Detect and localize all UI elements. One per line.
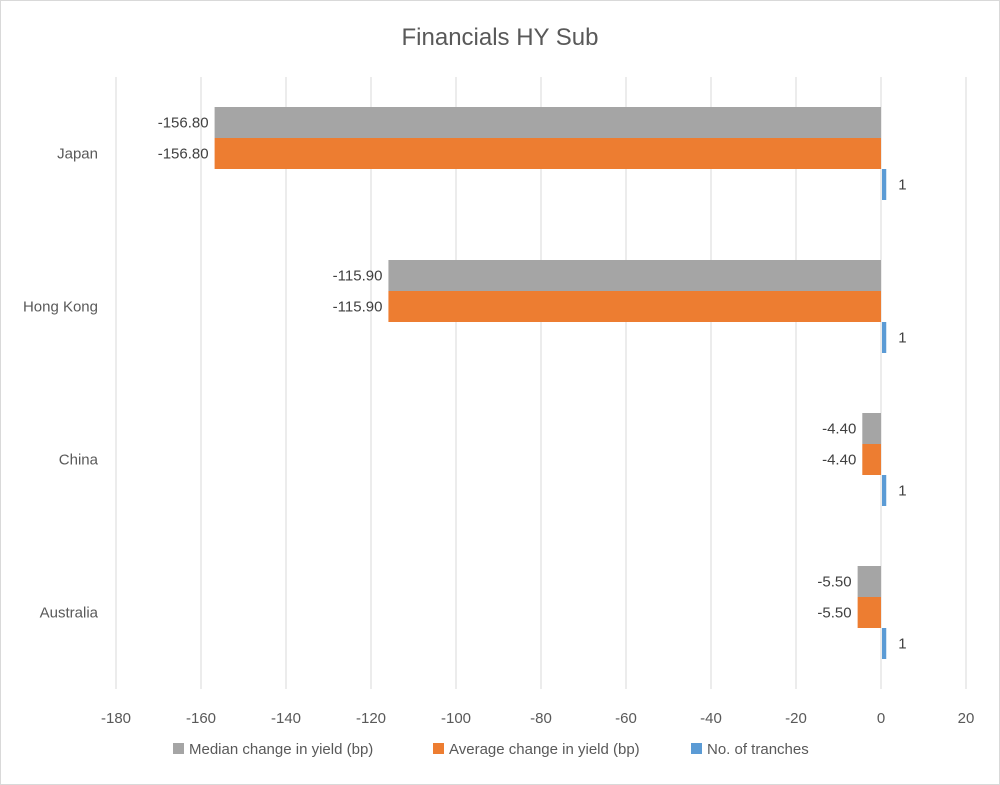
data-label: -5.50 (817, 605, 851, 622)
data-label: -115.90 (333, 299, 383, 316)
bar (214, 107, 882, 138)
data-label: 1 (898, 177, 906, 194)
legend-entry: Average change in yield (bp) (449, 741, 640, 758)
x-tick-label: -20 (785, 710, 807, 727)
bar (882, 475, 887, 506)
data-labels: -156.80 -156.80 1 -115.90 -115.90 1 -4.40 -4.40… (158, 115, 907, 653)
data-label: 1 (898, 330, 906, 347)
data-label: -4.40 (822, 452, 856, 469)
bar (388, 260, 881, 291)
data-label: -5.50 (817, 574, 851, 591)
bar (857, 597, 881, 628)
legend: Median change in yield (bp) Average chang… (173, 741, 809, 758)
x-tick-label: -100 (441, 710, 471, 727)
x-tick-label: -180 (101, 710, 131, 727)
legend-swatch (173, 743, 184, 754)
legend-entry: Median change in yield (bp) (189, 741, 373, 758)
legend-swatch (691, 743, 702, 754)
x-tick-label: -80 (530, 710, 552, 727)
chart-title: Financials HY Sub (402, 24, 599, 51)
category-labels: Japan Hong Kong China Australia (23, 146, 99, 622)
x-tick-label: -140 (271, 710, 301, 727)
category-label: China (59, 452, 99, 469)
bar (862, 444, 881, 475)
x-axis-ticks: -180 -160 -140 -120 -100 -80 -60 -40 -20 0 20 (101, 710, 974, 727)
bar (882, 322, 887, 353)
x-tick-label: 20 (958, 710, 975, 727)
data-label: -156.80 (158, 146, 209, 163)
x-tick-label: -60 (615, 710, 637, 727)
legend-entry: No. of tranches (707, 741, 809, 758)
legend-swatch (433, 743, 444, 754)
x-tick-label: 0 (877, 710, 885, 727)
x-tick-label: -40 (700, 710, 722, 727)
bar (857, 566, 881, 597)
bar (214, 138, 882, 169)
data-label: 1 (898, 483, 906, 500)
category-label: Japan (57, 146, 98, 163)
bar (388, 291, 881, 322)
x-tick-label: -160 (186, 710, 216, 727)
category-label: Australia (40, 605, 99, 622)
bar (862, 413, 881, 444)
data-label: -156.80 (158, 115, 209, 132)
bar (882, 628, 887, 659)
bar (882, 169, 887, 200)
x-tick-label: -120 (356, 710, 386, 727)
data-label: 1 (898, 636, 906, 653)
data-label: -4.40 (822, 421, 856, 438)
data-label: -115.90 (333, 268, 383, 285)
category-label: Hong Kong (23, 299, 98, 316)
bars (214, 107, 887, 659)
